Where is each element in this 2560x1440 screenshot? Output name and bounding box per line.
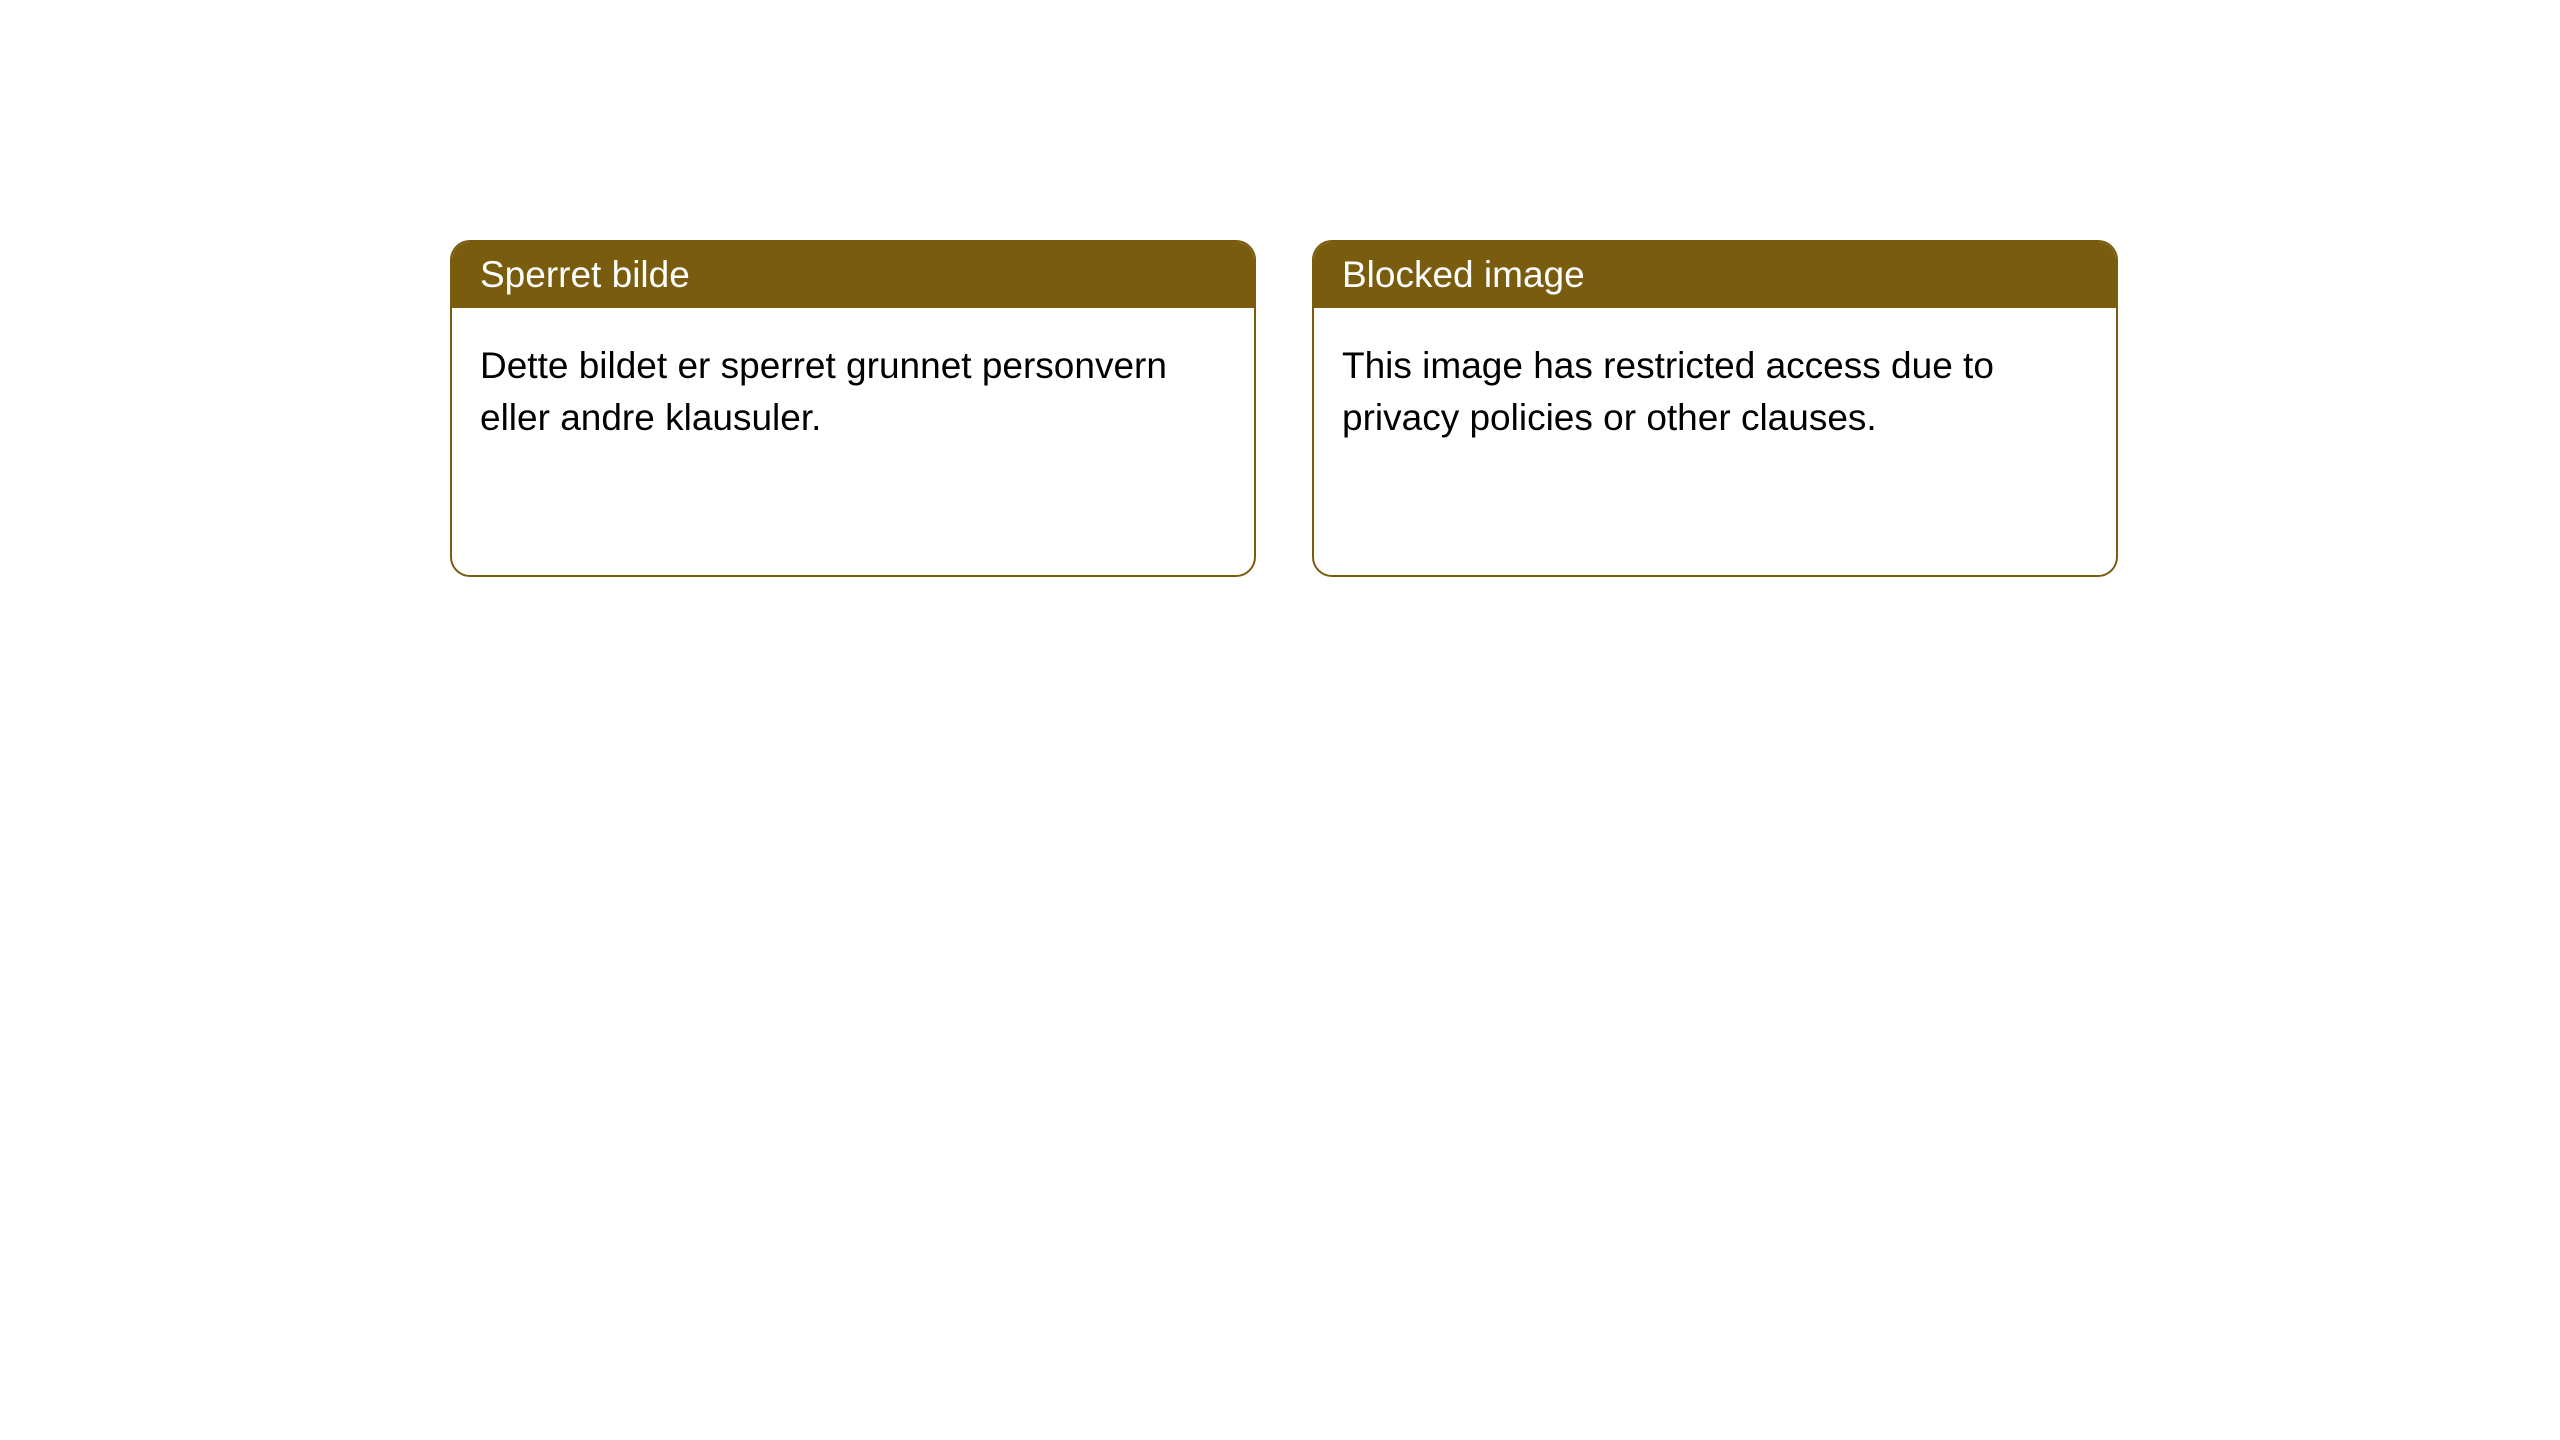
blocked-image-card-en: Blocked image This image has restricted … [1312,240,2118,577]
card-header: Blocked image [1314,242,2116,308]
card-header: Sperret bilde [452,242,1254,308]
card-title: Sperret bilde [480,254,690,295]
card-body: Dette bildet er sperret grunnet personve… [452,308,1254,476]
blocked-image-card-no: Sperret bilde Dette bildet er sperret gr… [450,240,1256,577]
card-body: This image has restricted access due to … [1314,308,2116,476]
card-body-text: This image has restricted access due to … [1342,345,1994,438]
card-body-text: Dette bildet er sperret grunnet personve… [480,345,1167,438]
cards-container: Sperret bilde Dette bildet er sperret gr… [0,0,2560,577]
card-title: Blocked image [1342,254,1585,295]
